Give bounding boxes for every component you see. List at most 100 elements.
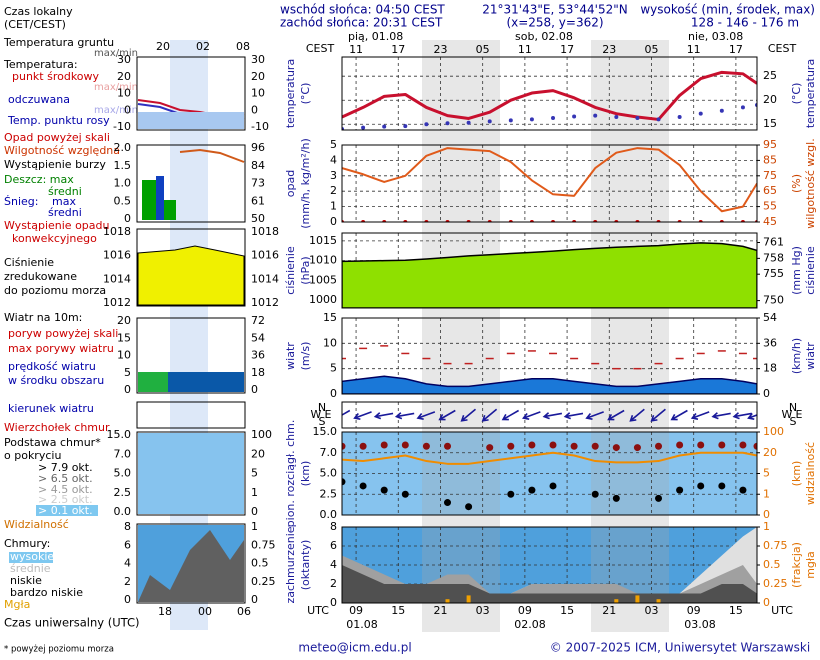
legend-label: Opad powyżej skali xyxy=(4,131,110,144)
legend-tick-label: 96 xyxy=(251,141,265,154)
y2-tick-label: 758 xyxy=(763,251,784,264)
legend-label: max/min xyxy=(94,105,138,116)
legend-tick-label: 7.0 xyxy=(114,447,132,460)
dot xyxy=(655,494,663,502)
legend-label: poryw powyżej skali xyxy=(8,327,118,340)
y-tick-label: 2 xyxy=(330,577,337,590)
compass-label: S xyxy=(790,415,797,428)
y-tick-label: 1015 xyxy=(309,234,337,247)
legend-tick-label: 0 xyxy=(251,505,258,518)
wind-arrow xyxy=(521,411,541,420)
dot xyxy=(612,494,620,502)
legend-time: 20 xyxy=(156,40,170,53)
y-tick-label: 6 xyxy=(330,539,337,552)
legend-label: prędkość wiatru xyxy=(8,360,96,373)
utc-label: UTC xyxy=(771,604,793,617)
legend-tick-label: 5 xyxy=(124,366,131,379)
legend-tick-label: 5.0 xyxy=(114,467,132,480)
utc-label: UTC xyxy=(307,604,329,617)
y2-tick-label: 75 xyxy=(763,169,777,182)
y-axis-title: wiatr xyxy=(284,342,297,370)
panel-background xyxy=(342,57,757,130)
legend-label: o pokryciu xyxy=(4,449,61,462)
x-tick-label-utc: 09 xyxy=(518,604,532,617)
line xyxy=(342,451,757,465)
panel-frame xyxy=(341,526,758,604)
backgrounds xyxy=(342,57,757,603)
y2-tick-label: 65 xyxy=(763,184,777,197)
y-tick-label: 0 xyxy=(330,387,337,400)
grid-point: (x=258, y=362) xyxy=(506,16,603,30)
legend-swatch xyxy=(9,552,53,563)
legend-time: 00 xyxy=(198,605,212,618)
y-tick-label: 1 xyxy=(330,200,337,213)
panel-frame xyxy=(341,431,758,516)
y2-axis-title: ciśnienie xyxy=(804,246,817,295)
area xyxy=(342,375,757,394)
y2-tick-label: 0 xyxy=(763,596,770,609)
wind-arrow xyxy=(501,409,520,421)
panel-frame xyxy=(341,232,758,309)
legend-tick-label: 1012 xyxy=(251,296,279,309)
legend-tick-label: 1012 xyxy=(103,296,131,309)
wind-arrow xyxy=(670,409,688,421)
panel-frame xyxy=(341,56,758,131)
x-tick-label: 17 xyxy=(391,43,405,56)
y2-tick-label: 761 xyxy=(763,236,784,249)
legend-tick-label: 15 xyxy=(117,331,131,344)
dot xyxy=(551,115,556,120)
y-tick-label: 15 xyxy=(763,117,777,130)
mini-area xyxy=(138,433,244,514)
y2-axis-title: (%) xyxy=(790,174,803,193)
dot xyxy=(718,482,726,490)
dot xyxy=(656,117,661,122)
y-tick-label: 15 xyxy=(323,311,337,324)
legend-label: > 4.5 okt. xyxy=(38,483,93,496)
dot xyxy=(633,444,641,452)
dot xyxy=(739,441,747,449)
y-axis-title: (oktanty) xyxy=(299,540,312,591)
legend-label: średni xyxy=(48,185,82,198)
legend-tick-label: 30 xyxy=(117,53,131,66)
y2-tick-label: 0 xyxy=(763,508,770,521)
cest-label: CEST xyxy=(768,42,797,55)
legend-label: w środku obszaru xyxy=(8,374,104,387)
wind-arrow xyxy=(416,411,436,420)
y2-tick-label: 54 xyxy=(763,311,777,324)
y2-tick-label: 100 xyxy=(763,425,784,438)
legend-tick-label: -10 xyxy=(251,120,269,133)
y-axis-title: opad xyxy=(284,170,297,197)
y-axis-title: (hPa) xyxy=(299,256,312,284)
x-tick-label-utc: 09 xyxy=(687,604,701,617)
dot xyxy=(612,444,620,452)
y2-tick-label: 55 xyxy=(763,200,777,213)
legend-tick-label: 84 xyxy=(251,159,265,172)
legend-tick-label: 1014 xyxy=(103,272,131,285)
y-tick-label: 20 xyxy=(763,93,777,106)
dot xyxy=(614,115,619,120)
legend-tick-label: 0 xyxy=(251,593,258,606)
dot xyxy=(361,125,366,130)
legend-panel-frame xyxy=(136,144,246,223)
elevation: 128 - 146 - 176 m xyxy=(691,16,799,30)
panel-frame xyxy=(341,317,758,395)
dot xyxy=(359,442,367,450)
y-tick-label: 5 xyxy=(330,138,337,151)
dot xyxy=(753,442,757,450)
dot xyxy=(549,482,557,490)
wind-arrow xyxy=(373,412,394,420)
legend-label: niskie xyxy=(10,574,42,587)
x-tick-label: 23 xyxy=(602,43,616,56)
dot xyxy=(465,503,473,511)
footer-email[interactable]: meteo@icm.edu.pl xyxy=(298,641,411,655)
area xyxy=(342,242,757,308)
dot xyxy=(382,124,387,129)
dot xyxy=(342,442,346,450)
line xyxy=(342,70,757,121)
y2-tick-label: 18 xyxy=(763,362,777,375)
legend-tick-label: 73 xyxy=(251,177,265,190)
dot xyxy=(507,490,515,498)
y-axis-title: (km) xyxy=(299,461,312,487)
cest-label: CEST xyxy=(306,42,335,55)
legend-time: 06 xyxy=(237,605,251,618)
